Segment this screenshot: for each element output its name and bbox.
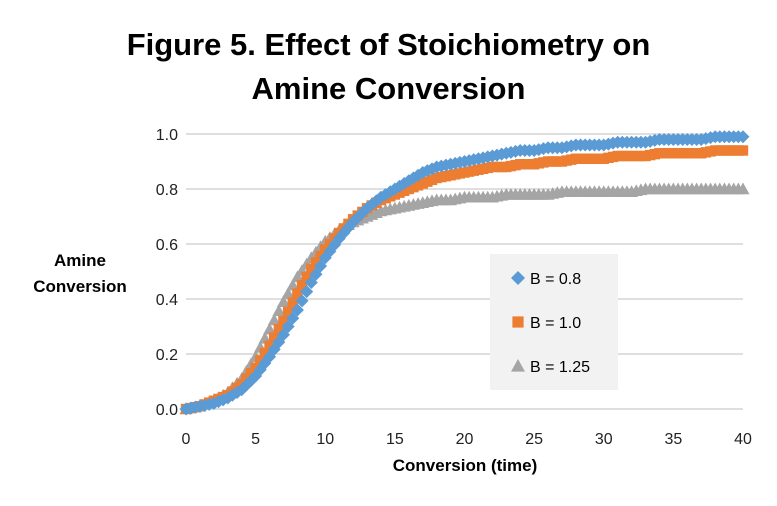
data-point bbox=[273, 324, 285, 335]
chart-title-line1: Figure 5. Effect of Stoichiometry on bbox=[126, 27, 651, 62]
data-point bbox=[736, 130, 750, 144]
data-point bbox=[290, 270, 304, 283]
data-point bbox=[245, 368, 257, 379]
data-point bbox=[259, 347, 271, 359]
legend-marker bbox=[512, 316, 524, 328]
data-point bbox=[736, 182, 750, 195]
y-axis-label-line2: Conversion bbox=[33, 277, 127, 296]
y-tick-label: 1.0 bbox=[156, 127, 178, 144]
data-point bbox=[295, 294, 309, 308]
data-point bbox=[292, 288, 303, 299]
x-tick-label: 5 bbox=[251, 431, 260, 448]
y-axis-label: Amine Conversion bbox=[24, 248, 136, 300]
data-point bbox=[296, 280, 308, 291]
x-tick-label: 40 bbox=[734, 431, 752, 448]
x-tick-label: 25 bbox=[525, 431, 543, 448]
data-point bbox=[268, 332, 280, 343]
x-tick-label: 0 bbox=[182, 431, 191, 448]
data-point bbox=[306, 263, 317, 274]
data-point bbox=[287, 297, 298, 308]
data-point bbox=[276, 295, 290, 307]
data-point bbox=[272, 304, 286, 317]
data-point bbox=[278, 315, 289, 327]
data-point bbox=[290, 303, 304, 317]
legend-marker bbox=[511, 271, 525, 285]
y-tick-label: 0.0 bbox=[156, 402, 178, 419]
data-point bbox=[267, 313, 281, 326]
data-point bbox=[281, 287, 295, 299]
y-axis-label-line1: Amine bbox=[54, 251, 106, 270]
y-tick-label: 0.4 bbox=[156, 292, 178, 309]
y-tick-label: 0.2 bbox=[156, 347, 178, 364]
data-point bbox=[737, 145, 749, 156]
x-tick-label: 10 bbox=[316, 431, 334, 448]
x-tick-label: 15 bbox=[386, 431, 404, 448]
data-point bbox=[282, 306, 294, 318]
data-point bbox=[286, 278, 300, 291]
data-point bbox=[263, 322, 277, 335]
data-point bbox=[300, 285, 314, 299]
chart-title-line2: Amine Conversion bbox=[251, 71, 526, 106]
data-point bbox=[301, 271, 312, 283]
x-tick-label: 30 bbox=[595, 431, 613, 448]
data-point bbox=[255, 355, 266, 366]
legend-label: B = 1.25 bbox=[530, 359, 590, 376]
x-axis-label: Conversion (time) bbox=[392, 456, 538, 475]
legend-label: B = 0.8 bbox=[530, 271, 581, 288]
data-point bbox=[310, 257, 322, 268]
x-tick-label: 35 bbox=[664, 431, 682, 448]
data-point bbox=[264, 340, 275, 351]
legend-label: B = 1.0 bbox=[530, 315, 581, 332]
legend-box bbox=[490, 254, 618, 390]
y-tick-label: 0.8 bbox=[156, 182, 178, 199]
x-tick-label: 20 bbox=[456, 431, 474, 448]
y-tick-label: 0.6 bbox=[156, 237, 178, 254]
legend-marker bbox=[511, 359, 525, 372]
